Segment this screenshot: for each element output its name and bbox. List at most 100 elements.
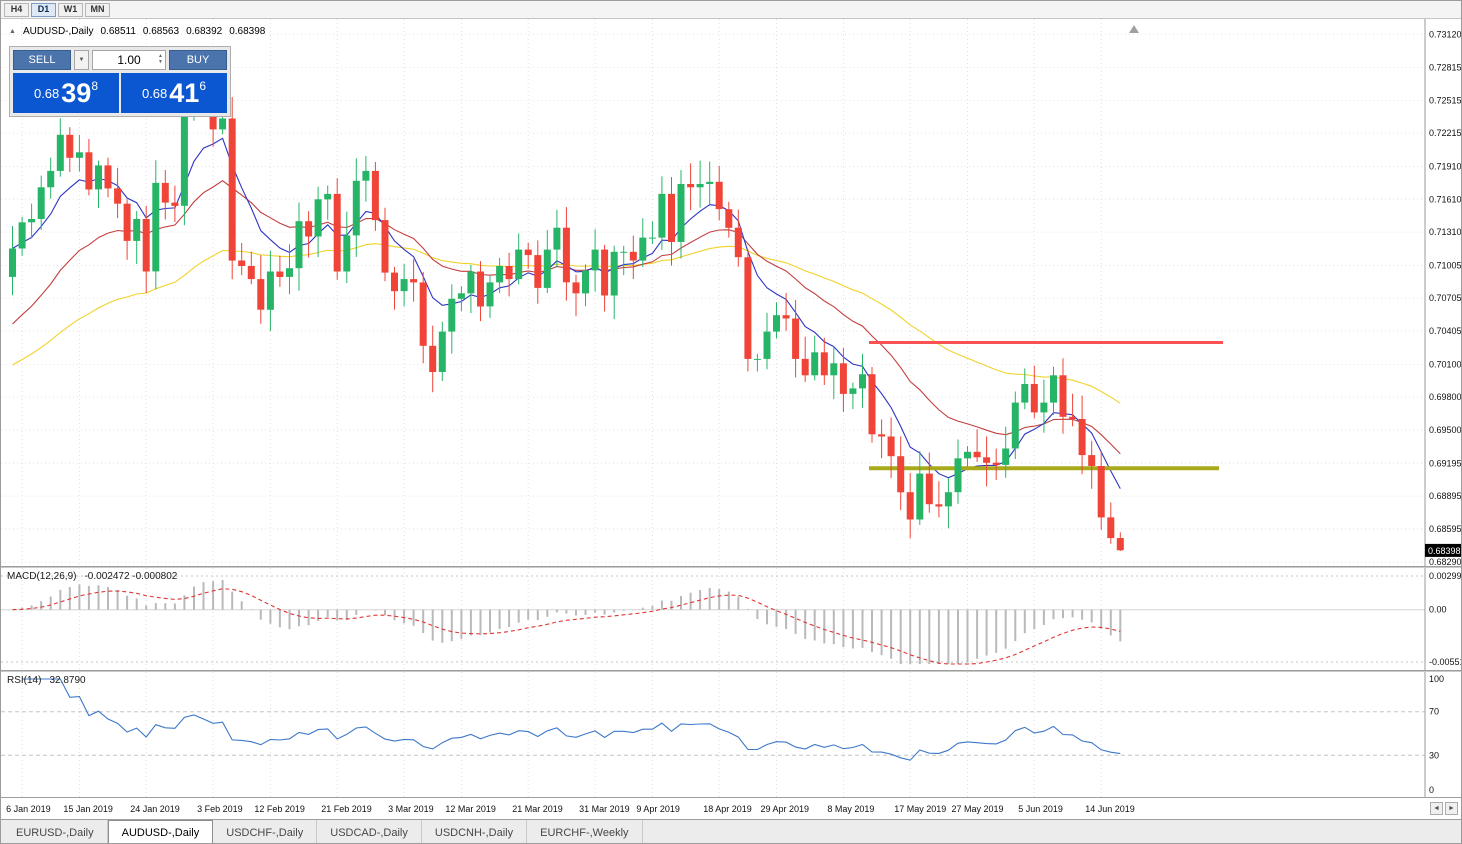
pane-separator[interactable] <box>1 566 1461 568</box>
svg-text:0.69800: 0.69800 <box>1429 392 1462 402</box>
scroll-right-button[interactable]: ► <box>1445 802 1458 815</box>
macd-signal-line <box>12 588 1121 665</box>
svg-text:0.00: 0.00 <box>1429 605 1447 615</box>
chart-tab-usdcnh-daily[interactable]: USDCNH-,Daily <box>422 820 528 843</box>
chart-tab-eurusd-daily[interactable]: EURUSD-,Daily <box>3 820 108 843</box>
svg-text:0.70705: 0.70705 <box>1429 293 1462 303</box>
svg-text:29 Apr 2019: 29 Apr 2019 <box>761 804 810 814</box>
rsi-axis[interactable]: 100 70 30 0 <box>1424 672 1444 797</box>
chart-tab-audusd-daily[interactable]: AUDUSD-,Daily <box>107 820 214 843</box>
dropdown-icon: ▼ <box>78 57 85 63</box>
timeframe-h4-button[interactable]: H4 <box>4 2 29 17</box>
buy-price-pips: 41 <box>169 77 200 108</box>
svg-text:0: 0 <box>1429 785 1434 795</box>
macd-axis[interactable]: 0.002997 0.00 -0.005514 <box>1424 568 1462 670</box>
rsi-value: 32.8790 <box>49 675 86 686</box>
chart-scroll-buttons: ◄ ► <box>1430 802 1458 815</box>
svg-text:0.69195: 0.69195 <box>1429 458 1462 468</box>
chart-shift-marker-icon <box>1129 25 1139 33</box>
spin-down-icon[interactable]: ▼ <box>158 59 163 65</box>
svg-text:-0.005514: -0.005514 <box>1429 657 1462 667</box>
macd-title: MACD(12,26,9) <box>7 571 77 582</box>
volume-value: 1.00 <box>117 53 141 67</box>
svg-text:0.71610: 0.71610 <box>1429 194 1462 204</box>
sell-price-prefix: 0.68 <box>33 85 60 101</box>
svg-text:0.68398: 0.68398 <box>1428 546 1461 556</box>
svg-text:0.72515: 0.72515 <box>1429 95 1462 105</box>
pane-separator[interactable] <box>1 670 1461 672</box>
volume-spinner[interactable]: ▲ ▼ <box>158 53 163 65</box>
moving-average-layer <box>12 137 1121 489</box>
hline-objects-layer[interactable] <box>869 341 1223 471</box>
rsi-label: RSI(14) 32.8790 <box>7 675 86 686</box>
scroll-left-icon: ◄ <box>1433 805 1440 812</box>
svg-text:0.73120: 0.73120 <box>1429 29 1462 39</box>
chart-tabs-bar: EURUSD-,Daily AUDUSD-,Daily USDCHF-,Daily U… <box>1 819 1461 843</box>
buy-price-panel[interactable]: 0.68 41 6 <box>121 73 227 113</box>
svg-text:0.71910: 0.71910 <box>1429 162 1462 172</box>
time-axis-ticks: 6 Jan 2019 15 Jan 2019 24 Jan 2019 3 Feb 20… <box>6 804 1135 814</box>
price-axis[interactable]: 0.73120 0.72815 0.72515 0.72215 0.71910 0.716… <box>1424 19 1462 566</box>
svg-text:14 Jun 2019: 14 Jun 2019 <box>1085 804 1135 814</box>
svg-text:0.68895: 0.68895 <box>1429 491 1462 501</box>
svg-text:0.70405: 0.70405 <box>1429 326 1462 336</box>
svg-text:3 Mar 2019: 3 Mar 2019 <box>388 804 434 814</box>
svg-text:17 May 2019: 17 May 2019 <box>894 804 946 814</box>
svg-text:3 Feb 2019: 3 Feb 2019 <box>197 804 243 814</box>
timeframe-d1-button[interactable]: D1 <box>31 2 56 17</box>
svg-text:0.69500: 0.69500 <box>1429 425 1462 435</box>
macd-chart[interactable]: 0.002997 0.00 -0.005514 <box>1 568 1462 670</box>
chart-tab-eurchf-weekly[interactable]: EURCHF-,Weekly <box>527 820 643 843</box>
grid-layer <box>1 672 1425 797</box>
scroll-right-icon: ► <box>1448 805 1455 812</box>
ohlc-high: 0.68563 <box>142 26 180 37</box>
svg-text:0.72815: 0.72815 <box>1429 63 1462 73</box>
ohlc-close: 0.68398 <box>229 26 266 37</box>
svg-text:21 Mar 2019: 21 Mar 2019 <box>512 804 563 814</box>
svg-text:8 May 2019: 8 May 2019 <box>827 804 874 814</box>
sell-price-panel[interactable]: 0.68 39 8 <box>13 73 119 113</box>
svg-text:31 Mar 2019: 31 Mar 2019 <box>579 804 630 814</box>
macd-indicator-pane[interactable]: 0.002997 0.00 -0.005514 MACD(12,26,9) -0.0… <box>1 568 1461 670</box>
svg-text:21 Feb 2019: 21 Feb 2019 <box>321 804 372 814</box>
svg-text:0.71310: 0.71310 <box>1429 227 1462 237</box>
candlestick-layer <box>9 58 1124 551</box>
time-axis[interactable]: 6 Jan 2019 15 Jan 2019 24 Jan 2019 3 Feb 20… <box>1 797 1461 819</box>
volume-input[interactable]: 1.00 ▲ ▼ <box>92 50 166 70</box>
rsi-indicator-pane[interactable]: 100 70 30 0 RSI(14) 32.8790 <box>1 672 1461 797</box>
buy-button[interactable]: BUY <box>169 50 227 70</box>
svg-text:0.71005: 0.71005 <box>1429 261 1462 271</box>
chart-title: AUDUSD-,Daily <box>22 26 94 37</box>
svg-text:100: 100 <box>1429 674 1444 684</box>
chart-tab-usdchf-daily[interactable]: USDCHF-,Daily <box>213 820 318 843</box>
price-chart-pane[interactable]: 0.73120 0.72815 0.72515 0.72215 0.71910 0.716… <box>1 19 1461 566</box>
svg-text:5 Jun 2019: 5 Jun 2019 <box>1018 804 1063 814</box>
ohlc-low: 0.68392 <box>186 26 223 37</box>
svg-text:6 Jan 2019: 6 Jan 2019 <box>6 804 51 814</box>
buy-price-prefix: 0.68 <box>141 85 168 101</box>
svg-text:27 May 2019: 27 May 2019 <box>952 804 1004 814</box>
svg-text:0.002997: 0.002997 <box>1429 571 1462 581</box>
macd-label: MACD(12,26,9) -0.002472 -0.000802 <box>7 571 177 582</box>
volume-dropdown-button[interactable]: ▼ <box>74 50 89 70</box>
scroll-left-button[interactable]: ◄ <box>1430 802 1443 815</box>
grid-layer <box>1 568 1425 670</box>
ohlc-open: 0.68511 <box>100 26 136 37</box>
rsi-chart[interactable]: 100 70 30 0 <box>1 672 1462 797</box>
svg-text:12 Feb 2019: 12 Feb 2019 <box>254 804 305 814</box>
timeframe-w1-button[interactable]: W1 <box>58 2 83 17</box>
svg-text:12 Mar 2019: 12 Mar 2019 <box>445 804 496 814</box>
svg-text:30: 30 <box>1429 750 1439 760</box>
sell-price-point: 8 <box>91 79 99 93</box>
time-axis-labels: 6 Jan 2019 15 Jan 2019 24 Jan 2019 3 Feb 20… <box>6 804 1135 814</box>
spin-up-icon[interactable]: ▲ <box>158 53 163 59</box>
timeframe-mn-button[interactable]: MN <box>85 2 110 17</box>
sell-button[interactable]: SELL <box>13 50 71 70</box>
chart-tab-usdcad-daily[interactable]: USDCAD-,Daily <box>317 820 422 843</box>
timeframe-toolbar: H4 D1 W1 MN <box>1 1 1461 19</box>
svg-text:70: 70 <box>1429 707 1439 717</box>
candlestick-chart[interactable]: 0.73120 0.72815 0.72515 0.72215 0.71910 0.716… <box>1 19 1462 566</box>
current-price-tag <box>1425 543 1461 557</box>
buy-price-point: 6 <box>199 79 207 93</box>
